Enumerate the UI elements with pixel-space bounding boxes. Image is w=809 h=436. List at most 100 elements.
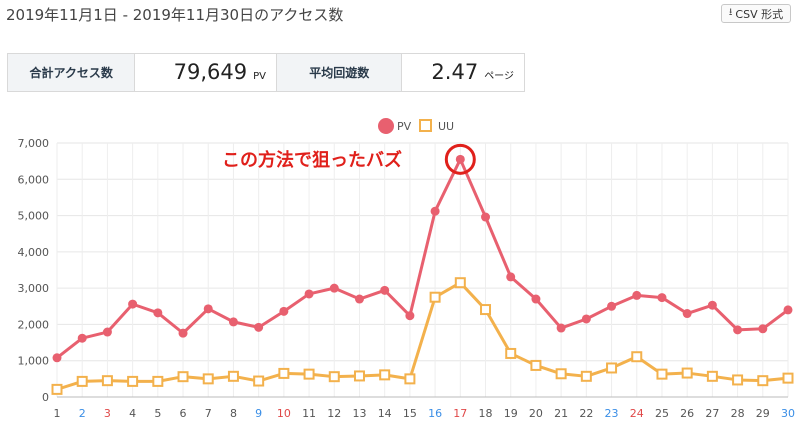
avg-pages-value-box: 2.47 ページ <box>402 54 524 91</box>
uu-point[interactable] <box>656 368 668 380</box>
pv-point[interactable] <box>128 299 138 309</box>
pv-point[interactable] <box>380 285 390 295</box>
pv-point[interactable] <box>657 293 667 303</box>
uu-point[interactable] <box>227 370 239 382</box>
uu-point[interactable] <box>303 368 315 380</box>
x-tick-label: 16 <box>428 407 442 420</box>
legend-uu-label[interactable]: UU <box>438 120 454 133</box>
uu-point[interactable] <box>706 370 718 382</box>
uu-point[interactable] <box>76 375 88 387</box>
uu-point[interactable] <box>152 375 164 387</box>
pv-point[interactable] <box>682 309 692 319</box>
uu-point[interactable] <box>732 374 744 386</box>
uu-point[interactable] <box>51 383 63 395</box>
pv-point[interactable] <box>228 317 238 327</box>
pv-point[interactable] <box>178 328 188 338</box>
pv-point[interactable] <box>354 294 364 304</box>
uu-point[interactable] <box>404 373 416 385</box>
x-tick-label: 22 <box>579 407 593 420</box>
csv-export-button[interactable]: ⭳ CSV 形式 <box>721 4 791 23</box>
legend-uu-marker[interactable] <box>419 119 432 132</box>
uu-point[interactable] <box>555 368 567 380</box>
x-tick-label: 8 <box>230 407 237 420</box>
uu-point[interactable] <box>278 367 290 379</box>
pv-point[interactable] <box>758 324 768 334</box>
pv-point[interactable] <box>304 289 314 299</box>
x-tick-label: 19 <box>504 407 518 420</box>
x-tick-label: 10 <box>277 407 291 420</box>
pv-point[interactable] <box>102 327 112 337</box>
stats-panel: 合計アクセス数 79,649 PV 平均回遊数 2.47 ページ <box>7 53 525 92</box>
x-tick-label: 29 <box>756 407 770 420</box>
uu-point[interactable] <box>505 347 517 359</box>
x-tick-label: 7 <box>205 407 212 420</box>
page-title: 2019年11月1日 - 2019年11月30日のアクセス数 <box>6 6 344 24</box>
y-tick-label: 2,000 <box>18 318 50 331</box>
pv-point[interactable] <box>783 305 793 315</box>
pv-point[interactable] <box>455 154 465 164</box>
pv-point[interactable] <box>329 283 339 293</box>
x-tick-label: 2 <box>79 407 86 420</box>
y-tick-label: 6,000 <box>18 173 50 186</box>
y-tick-label: 4,000 <box>18 246 50 259</box>
x-tick-label: 26 <box>680 407 694 420</box>
pv-point[interactable] <box>77 333 87 343</box>
pv-point[interactable] <box>203 304 213 314</box>
pv-point[interactable] <box>405 311 415 321</box>
uu-point[interactable] <box>177 371 189 383</box>
y-tick-label: 3,000 <box>18 282 50 295</box>
pv-point[interactable] <box>506 272 516 282</box>
y-tick-label: 7,000 <box>18 137 50 150</box>
pv-point[interactable] <box>707 300 717 310</box>
pv-point[interactable] <box>531 294 541 304</box>
series-line-pv <box>56 157 789 359</box>
uu-point[interactable] <box>101 375 113 387</box>
pv-point[interactable] <box>632 290 642 300</box>
chart-annotation: この方法で狙ったバズ <box>222 143 476 175</box>
x-tick-label: 12 <box>327 407 341 420</box>
pv-point[interactable] <box>481 212 491 222</box>
uu-point[interactable] <box>127 375 139 387</box>
uu-point[interactable] <box>606 362 618 374</box>
total-access-value-box: 79,649 PV <box>135 54 277 91</box>
pv-point[interactable] <box>607 301 617 311</box>
uu-point[interactable] <box>681 367 693 379</box>
uu-point[interactable] <box>429 291 441 303</box>
uu-point[interactable] <box>353 370 365 382</box>
uu-point[interactable] <box>757 375 769 387</box>
y-tick-label: 5,000 <box>18 210 50 223</box>
pv-point[interactable] <box>52 353 62 363</box>
x-tick-label: 17 <box>453 407 467 420</box>
uu-point[interactable] <box>379 369 391 381</box>
pv-point[interactable] <box>254 322 264 332</box>
uu-point[interactable] <box>480 304 492 316</box>
avg-pages-value: 2.47 <box>431 60 479 84</box>
x-tick-label: 1 <box>54 407 61 420</box>
chart-legend[interactable]: PV UU <box>378 118 454 134</box>
x-tick-label: 27 <box>705 407 719 420</box>
x-tick-label: 14 <box>378 407 392 420</box>
chart-series <box>51 154 794 395</box>
uu-point[interactable] <box>253 375 265 387</box>
uu-point[interactable] <box>454 277 466 289</box>
uu-point[interactable] <box>580 370 592 382</box>
pv-point[interactable] <box>153 308 163 318</box>
uu-point[interactable] <box>202 373 214 385</box>
legend-pv-label[interactable]: PV <box>397 120 412 133</box>
uu-point[interactable] <box>530 359 542 371</box>
x-tick-label: 4 <box>129 407 136 420</box>
pv-point[interactable] <box>556 323 566 333</box>
avg-pages-label: 平均回遊数 <box>276 54 403 91</box>
pv-point[interactable] <box>581 314 591 324</box>
pv-point[interactable] <box>430 206 440 216</box>
legend-pv-marker[interactable] <box>378 118 394 134</box>
x-tick-label: 13 <box>352 407 366 420</box>
uu-point[interactable] <box>328 371 340 383</box>
pv-point[interactable] <box>279 306 289 316</box>
uu-point[interactable] <box>782 372 794 384</box>
uu-point[interactable] <box>631 351 643 363</box>
pv-point[interactable] <box>733 325 743 335</box>
y-tick-label: 0 <box>42 391 49 404</box>
x-tick-label: 21 <box>554 407 568 420</box>
